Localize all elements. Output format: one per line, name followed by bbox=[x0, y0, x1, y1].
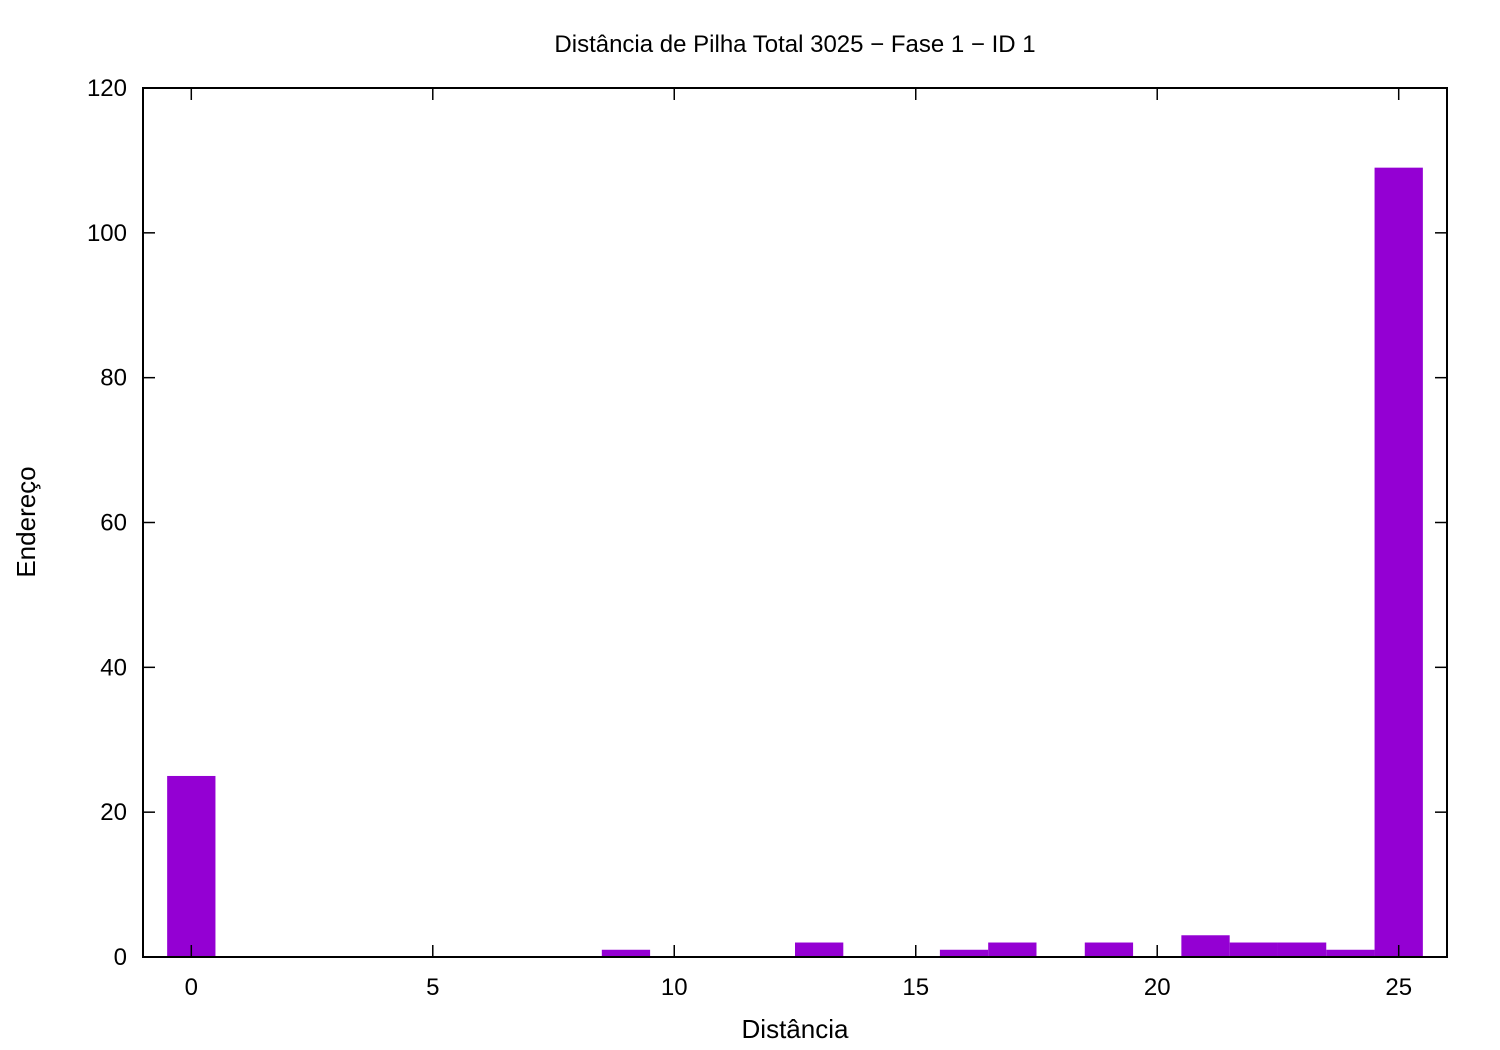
bar-16 bbox=[939, 949, 989, 957]
x-tick-label-20: 20 bbox=[1144, 974, 1171, 1001]
x-tick-label-5: 5 bbox=[426, 974, 439, 1001]
bar-24 bbox=[1326, 949, 1375, 957]
ticks-group: 0 5 10 15 20 25 0 20 40 60 80 100 120 bbox=[87, 75, 1447, 1001]
y-axis-label: Endereço bbox=[11, 466, 41, 577]
x-tick-label-0: 0 bbox=[185, 974, 198, 1001]
y-tick-label-120: 120 bbox=[87, 75, 127, 102]
plot-frame bbox=[142, 87, 1448, 958]
y-tick-label-100: 100 bbox=[87, 220, 127, 247]
bar-21 bbox=[1181, 935, 1230, 957]
bar-23 bbox=[1277, 942, 1327, 957]
bar-0 bbox=[167, 775, 216, 957]
x-axis-label: Distância bbox=[742, 1014, 849, 1044]
x-tick-label-15: 15 bbox=[902, 974, 929, 1001]
y-tick-label-40: 40 bbox=[100, 654, 127, 681]
bar-22 bbox=[1229, 942, 1278, 957]
bar-25 bbox=[1374, 167, 1423, 957]
y-tick-label-0: 0 bbox=[114, 944, 127, 971]
y-tick-label-80: 80 bbox=[100, 365, 127, 392]
x-tick-label-25: 25 bbox=[1385, 974, 1412, 1001]
bar-9 bbox=[601, 949, 651, 957]
bar-17 bbox=[988, 942, 1037, 957]
bar-13 bbox=[795, 942, 844, 957]
y-tick-label-20: 20 bbox=[100, 799, 127, 826]
x-tick-label-10: 10 bbox=[661, 974, 688, 1001]
bar-19 bbox=[1084, 942, 1134, 957]
chart-title: Distância de Pilha Total 3025 − Fase 1 −… bbox=[554, 31, 1035, 58]
bars-group bbox=[167, 167, 1423, 957]
y-tick-label-60: 60 bbox=[100, 510, 127, 537]
